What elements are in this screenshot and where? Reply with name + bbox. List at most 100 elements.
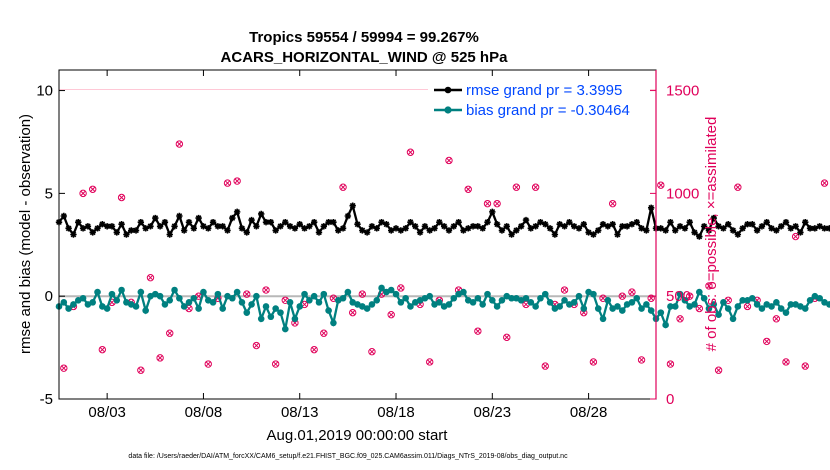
rmse-point	[79, 225, 87, 232]
obs-count-marker	[223, 179, 232, 187]
rmse-point	[267, 218, 275, 226]
bias-point	[561, 297, 568, 304]
bias-point	[633, 294, 641, 302]
obs-count-marker	[166, 329, 174, 337]
obs-count-marker	[348, 308, 357, 317]
rmse-point	[354, 221, 361, 228]
rmse-point	[542, 221, 549, 228]
bias-point	[777, 305, 785, 312]
rmse-point	[700, 223, 708, 230]
bias-point	[729, 315, 737, 323]
bias-point	[253, 292, 260, 300]
bias-point	[373, 297, 381, 304]
rmse-point	[272, 227, 279, 234]
obs-count-marker	[541, 362, 549, 370]
rmse-point	[647, 204, 655, 211]
rmse-point	[638, 225, 645, 232]
rmse-point	[465, 225, 472, 232]
rmse-point	[546, 225, 554, 232]
rmse-point	[590, 231, 597, 238]
bias-point	[479, 301, 486, 308]
obs-count-marker	[474, 327, 482, 335]
rmse-point	[777, 223, 785, 230]
rmse-point	[359, 227, 366, 234]
bias-point	[628, 299, 636, 306]
bias-point	[758, 305, 766, 312]
rmse-point	[363, 229, 371, 236]
bias-point	[724, 305, 732, 312]
rmse-point	[513, 227, 520, 234]
bias-point	[445, 301, 453, 308]
rmse-point	[142, 225, 149, 232]
bias-point	[132, 303, 140, 310]
obs-count-marker	[493, 199, 501, 208]
rmse-point	[344, 212, 352, 220]
rmse-point	[84, 223, 92, 230]
rmse-point	[388, 227, 395, 234]
x-tick-label: 08/23	[474, 404, 512, 421]
rmse-point	[397, 227, 405, 234]
bias-point	[570, 299, 578, 306]
bias-point	[156, 292, 164, 300]
bias-point	[546, 299, 554, 306]
obs-count-marker	[98, 345, 107, 354]
rmse-point	[195, 214, 202, 222]
bias-point	[262, 303, 270, 310]
obs-count-marker	[705, 282, 713, 290]
obs-count-marker	[801, 362, 809, 370]
bias-point	[89, 299, 97, 306]
rmse-point	[258, 210, 265, 218]
x-axis-label: Aug.01,2019 00:00:00 start	[267, 427, 449, 444]
rmse-point	[65, 225, 72, 232]
rmse-point	[734, 231, 742, 238]
chart-title-line1: Tropics 59554 / 59994 = 99.267%	[249, 29, 479, 46]
rmse-point	[811, 225, 819, 232]
rmse-point	[315, 229, 323, 236]
bias-point	[219, 305, 226, 312]
bias-point	[161, 301, 169, 308]
obs-count-marker	[560, 286, 569, 294]
axis-ticks: -5 0 5 10 0 500 1000 1500 08/03 08/08 08/13 08/18 08…	[36, 70, 699, 421]
rmse-point	[826, 225, 830, 232]
bias-point	[291, 315, 299, 323]
obs-count-marker	[406, 148, 415, 156]
bias-point	[113, 297, 121, 304]
bias-point	[647, 307, 655, 314]
obs-count-marker	[445, 156, 453, 165]
bias-point	[436, 299, 443, 306]
legend: rmse grand pr = 3.3995 bias grand pr = -…	[428, 76, 650, 120]
bias-point	[402, 294, 409, 302]
rmse-point	[792, 223, 799, 230]
rmse-point	[662, 227, 669, 234]
rmse-point	[209, 218, 217, 226]
bias-point	[782, 309, 790, 316]
obs-count-marker	[791, 232, 800, 241]
obs-count-marker	[156, 354, 164, 362]
obs-count-marker	[483, 199, 492, 208]
rmse-line	[58, 202, 830, 239]
rmse-point	[190, 225, 198, 232]
rmse-series	[55, 202, 830, 240]
obs-count-marker	[637, 356, 646, 364]
rmse-point	[797, 229, 804, 236]
bias-point	[720, 299, 727, 306]
rmse-point	[498, 227, 506, 234]
rmse-point	[243, 229, 250, 236]
rmse-point	[575, 225, 583, 232]
bias-point	[248, 301, 255, 308]
obs-count-marker	[714, 366, 723, 374]
legend-rmse-label: rmse grand pr = 3.3995	[466, 82, 622, 99]
rmse-point	[161, 218, 169, 226]
obs-count-marker	[734, 183, 742, 191]
x-tick-label: 08/08	[185, 404, 223, 421]
bias-point	[801, 305, 809, 312]
rmse-point	[715, 223, 722, 230]
rmse-point	[556, 221, 563, 228]
bias-point	[315, 299, 323, 306]
rmse-point	[301, 225, 308, 232]
obs-count-marker	[763, 337, 771, 346]
rmse-point	[426, 227, 433, 234]
rmse-point	[570, 223, 578, 230]
rmse-point	[450, 223, 457, 230]
rmse-point	[551, 231, 559, 238]
